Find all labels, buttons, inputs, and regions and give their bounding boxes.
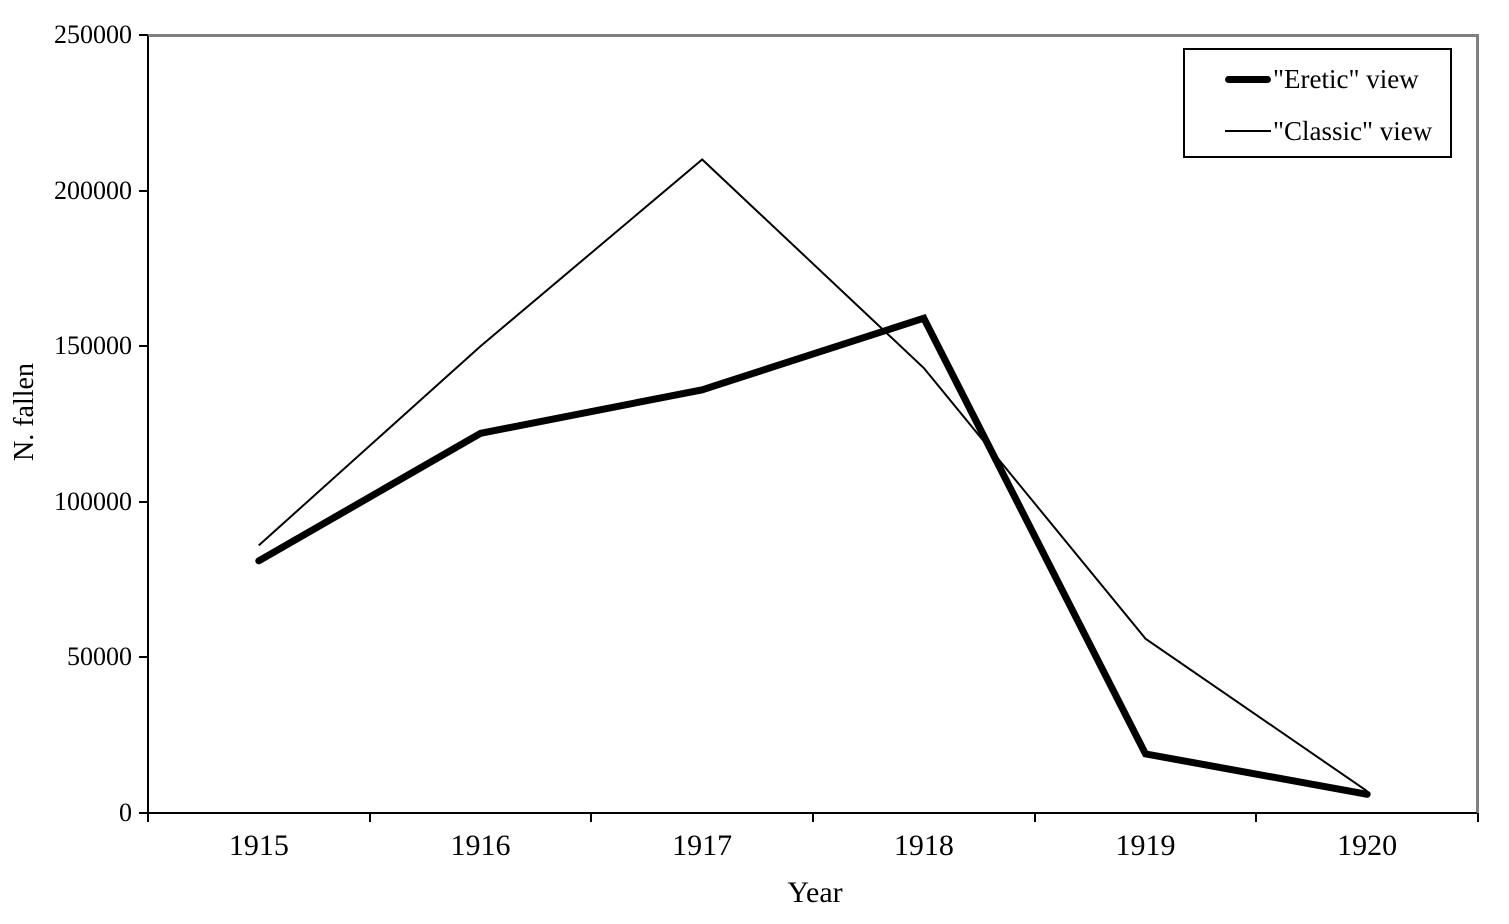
y-axis-tick-label: 150000 (54, 331, 132, 361)
y-axis-tick-mark (139, 500, 148, 503)
x-axis-tick-label: 1917 (672, 829, 733, 862)
y-axis-tick-label: 250000 (54, 20, 132, 49)
x-axis-tick-mark (368, 813, 371, 822)
legend: "Eretic" view "Classic" view (1183, 48, 1452, 158)
y-axis-tick-label: 50000 (67, 642, 132, 672)
y-axis-tick-mark (139, 189, 148, 192)
x-axis-tick-label: 1915 (228, 829, 289, 862)
legend-line-thin-icon (1225, 130, 1271, 132)
series-line-classic (258, 158, 1368, 793)
x-axis-tick-label: 1918 (893, 829, 954, 862)
y-axis-tick-label: 100000 (54, 486, 132, 516)
x-axis-title: Year (787, 876, 843, 909)
legend-label-eretic: "Eretic" view (1273, 64, 1419, 94)
x-axis-tick-label: 1920 (1337, 829, 1398, 862)
x-axis-tick-mark (590, 813, 593, 822)
y-axis-tick-mark (139, 656, 148, 659)
x-axis-tick-mark (1033, 813, 1036, 822)
x-axis-tick-mark (1477, 813, 1479, 822)
legend-line-thick-icon (1225, 75, 1271, 83)
series-line-eretic (255, 313, 1371, 798)
y-axis-tick-mark (139, 34, 148, 36)
x-axis-tick-label: 1916 (450, 829, 511, 862)
legend-entry-eretic: "Eretic" view (1225, 65, 1419, 93)
x-axis-tick-label: 1919 (1115, 829, 1176, 862)
y-axis-title: N. fallen (9, 363, 40, 461)
legend-entry-classic: "Classic" view (1225, 117, 1432, 145)
y-axis-tick-mark (139, 345, 148, 348)
y-axis-tick-label: 0 (119, 798, 132, 827)
x-axis-tick-mark (812, 813, 814, 822)
x-axis-tick-mark (147, 813, 149, 822)
y-axis-tick-mark (139, 812, 148, 814)
x-axis-tick-mark (1255, 813, 1258, 822)
y-axis-tick-label: 200000 (54, 175, 132, 205)
legend-label-classic: "Classic" view (1273, 116, 1433, 146)
